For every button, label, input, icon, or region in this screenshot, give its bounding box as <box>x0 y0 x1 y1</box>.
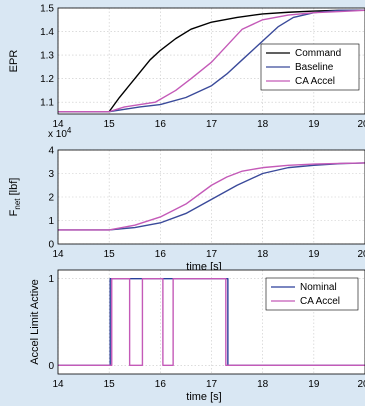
fnet-xtick-14: 14 <box>52 249 64 260</box>
accel-xtick-15: 15 <box>104 379 116 390</box>
accel-ytick-0: 0 <box>48 361 54 372</box>
fnet-exponent: x 104 <box>48 126 72 140</box>
epr-series-command <box>58 9 365 113</box>
epr-ytick-1.4: 1.4 <box>40 27 54 38</box>
fnet-xtick-20: 20 <box>357 249 365 260</box>
epr-ytick-1.3: 1.3 <box>40 51 54 62</box>
epr-ylabel: EPR <box>8 50 20 73</box>
accel-legend-label-nominal: Nominal <box>300 282 337 293</box>
fnet-ytick-2: 2 <box>48 193 54 204</box>
fnet-exponent-base: x 10 <box>48 129 67 140</box>
epr-yticks: 1.1 1.2 1.3 1.4 1.5 <box>40 4 54 109</box>
epr-ytick-1.1: 1.1 <box>40 98 54 109</box>
accel-xtick-16: 16 <box>155 379 167 390</box>
fnet-ylabel: Fnet [lbf] <box>8 178 22 217</box>
epr-xticks: 14 15 16 17 18 19 20 <box>52 119 365 130</box>
epr-axes-frame <box>57 7 365 115</box>
fnet-series-group <box>58 162 365 231</box>
epr-ytick-1.5: 1.5 <box>40 4 54 15</box>
accel-xtick-14: 14 <box>52 379 64 390</box>
accel-ytick-1: 1 <box>48 274 54 285</box>
accel-series-group <box>58 277 365 367</box>
fnet-ytick-0: 0 <box>48 240 54 251</box>
epr-xtick-14: 14 <box>52 119 64 130</box>
epr-xtick-18: 18 <box>257 119 269 130</box>
accel-series-ca-accel <box>58 277 365 367</box>
accel-yticks: 01 <box>48 274 54 372</box>
epr-panel: 1.1 1.2 1.3 1.4 1.5 14 15 16 17 18 19 20 EPR Comma… <box>8 4 365 130</box>
fnet-yticks: 0 1 2 3 4 <box>48 146 54 251</box>
epr-ytick-1.2: 1.2 <box>40 74 54 85</box>
fnet-xticks: 14 15 16 17 18 19 20 <box>52 249 365 260</box>
fnet-xtick-17: 17 <box>206 249 218 260</box>
fnet-xtick-15: 15 <box>104 249 116 260</box>
fnet-ylabel-main: F <box>8 209 20 216</box>
epr-xtick-20: 20 <box>357 119 365 130</box>
fnet-ytick-4: 4 <box>48 146 54 157</box>
epr-series-baseline <box>58 9 365 113</box>
epr-legend-label-ca-accel: CA Accel <box>295 76 335 87</box>
accel-xtick-19: 19 <box>308 379 320 390</box>
fnet-series-ca-accel <box>58 162 365 231</box>
epr-legend-label-command: Command <box>295 48 341 59</box>
fnet-xtick-19: 19 <box>308 249 320 260</box>
epr-series-group <box>58 9 365 113</box>
fnet-xtick-18: 18 <box>257 249 269 260</box>
accel-axes-frame <box>57 269 365 375</box>
epr-legend: Command Baseline CA Accel <box>260 43 360 91</box>
accel-ylabel: Accel Limit Active <box>29 279 41 365</box>
accel-legend-box <box>265 277 359 311</box>
accel-xtick-17: 17 <box>206 379 218 390</box>
epr-series-ca-accel <box>58 9 365 113</box>
epr-xtick-19: 19 <box>308 119 320 130</box>
accel-legend-label-ca-accel: CA Accel <box>300 296 340 307</box>
fnet-ytick-3: 3 <box>48 169 54 180</box>
accel-xtick-20: 20 <box>357 379 365 390</box>
epr-xtick-15: 15 <box>104 119 116 130</box>
fnet-axes-frame <box>57 149 365 245</box>
accel-xlabel: time [s] <box>186 391 221 403</box>
epr-xtick-16: 16 <box>155 119 167 130</box>
accel-xtick-18: 18 <box>257 379 269 390</box>
fnet-ylabel-suffix: [lbf] <box>8 178 20 199</box>
fnet-ylabel-sub: net <box>13 198 22 210</box>
accel-xticks: 14 15 16 17 18 19 20 <box>52 379 365 390</box>
epr-xtick-17: 17 <box>206 119 218 130</box>
fnet-ytick-1: 1 <box>48 216 54 227</box>
epr-legend-label-baseline: Baseline <box>295 62 334 73</box>
accel-panel: 01 14151617181920 Accel Limit Active tim… <box>29 269 365 403</box>
fnet-exponent-power: 4 <box>67 126 72 135</box>
accel-legend: Nominal CA Accel <box>265 277 359 311</box>
fnet-series-baseline <box>58 162 365 231</box>
fnet-xtick-16: 16 <box>155 249 167 260</box>
